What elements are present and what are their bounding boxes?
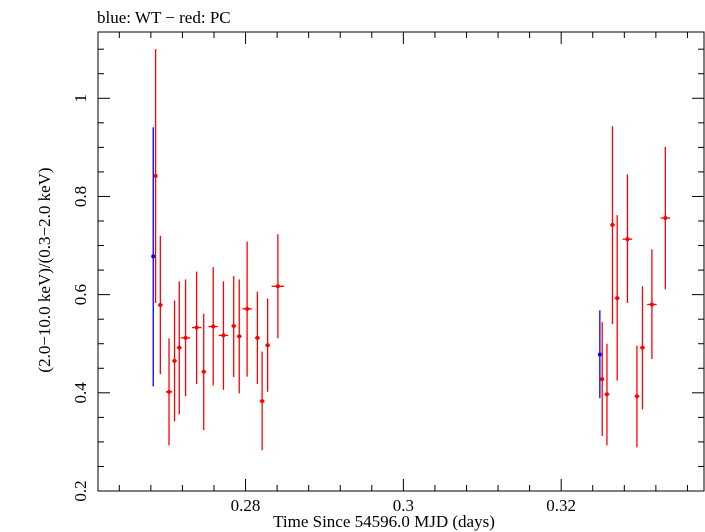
point-marker — [245, 306, 250, 311]
x-axis-label: Time Since 54596.0 MJD (days) — [273, 512, 495, 531]
point-marker — [221, 333, 226, 338]
y-tick-label: 0.4 — [71, 382, 90, 404]
point-marker — [640, 345, 645, 350]
point-marker — [604, 392, 609, 397]
data-point — [634, 345, 640, 448]
y-axis-ticks: 0.2 0.4 0.6 0.8 1 — [71, 48, 704, 502]
data-point — [610, 126, 615, 325]
data-point — [157, 235, 163, 375]
data-point — [201, 313, 207, 431]
point-marker — [167, 389, 172, 394]
data-point — [153, 49, 158, 303]
data-point — [660, 146, 671, 290]
y-axis-label: (2.0−10.0 keV)/(0.3−2.0 keV) — [35, 167, 54, 372]
data-point — [259, 351, 265, 451]
point-marker — [153, 173, 158, 178]
point-marker — [255, 335, 260, 340]
data-point — [208, 267, 218, 386]
data-point — [165, 338, 173, 446]
data-point — [604, 343, 610, 446]
x-axis-ticks: 0.28 0.3 0.32 — [118, 32, 688, 515]
chart-title: blue: WT − red: PC — [97, 8, 231, 27]
data-point — [600, 322, 605, 437]
point-marker — [151, 254, 156, 259]
point-marker — [275, 284, 280, 289]
point-marker — [183, 335, 188, 340]
data-point — [151, 127, 156, 387]
x-tick-label: 0.3 — [393, 496, 414, 515]
data-point — [242, 241, 252, 377]
point-marker — [194, 325, 199, 330]
point-marker — [172, 358, 177, 363]
point-marker — [649, 302, 654, 307]
data-point — [176, 281, 182, 415]
point-marker — [663, 216, 668, 221]
data-point — [218, 281, 229, 390]
y-tick-label: 0.2 — [71, 480, 90, 501]
point-marker — [231, 324, 236, 329]
data-point — [231, 275, 237, 378]
point-marker — [201, 369, 206, 374]
point-marker — [615, 296, 620, 301]
point-marker — [211, 324, 216, 329]
point-marker — [158, 302, 163, 307]
point-marker — [610, 222, 615, 227]
point-marker — [634, 394, 639, 399]
data-point — [640, 286, 645, 410]
data-point — [647, 249, 657, 359]
point-marker — [260, 399, 265, 404]
data-point — [614, 215, 620, 381]
x-tick-label: 0.32 — [546, 496, 576, 515]
x-tick-label: 0.28 — [231, 496, 261, 515]
data-point — [236, 279, 242, 394]
point-marker — [600, 377, 605, 382]
data-point — [597, 310, 602, 399]
data-points — [151, 49, 671, 451]
data-point — [172, 300, 177, 422]
point-marker — [265, 343, 270, 348]
y-tick-label: 1 — [71, 94, 90, 103]
y-tick-label: 0.6 — [71, 284, 90, 305]
data-point — [622, 174, 633, 303]
point-marker — [177, 345, 182, 350]
point-marker — [597, 352, 602, 357]
data-point — [191, 271, 202, 384]
plot-frame — [97, 31, 705, 492]
y-tick-label: 0.8 — [71, 186, 90, 207]
data-point — [265, 298, 271, 392]
data-point — [255, 291, 260, 384]
data-point — [271, 234, 285, 339]
data-point — [180, 279, 191, 397]
point-marker — [237, 334, 242, 339]
point-marker — [625, 237, 630, 242]
